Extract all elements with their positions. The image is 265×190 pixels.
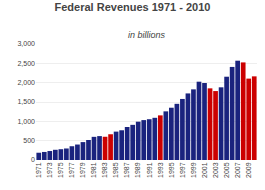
- svg-text:1983: 1983: [101, 162, 108, 178]
- svg-text:1975: 1975: [57, 162, 64, 178]
- svg-text:1995: 1995: [168, 162, 175, 178]
- svg-text:1987: 1987: [123, 162, 130, 178]
- svg-text:1973: 1973: [46, 162, 53, 178]
- svg-text:1979: 1979: [79, 162, 86, 178]
- svg-text:1977: 1977: [68, 162, 75, 178]
- svg-text:2009: 2009: [245, 162, 252, 178]
- svg-text:Federal Revenues 1971 - 2010: Federal Revenues 1971 - 2010: [55, 1, 211, 13]
- svg-text:1,500: 1,500: [17, 98, 35, 105]
- svg-text:1997: 1997: [179, 162, 186, 178]
- svg-text:1993: 1993: [157, 162, 164, 178]
- svg-text:1991: 1991: [146, 162, 153, 178]
- svg-text:in billions: in billions: [128, 30, 166, 40]
- svg-text:500: 500: [23, 137, 35, 144]
- svg-text:1989: 1989: [134, 162, 141, 178]
- svg-text:1981: 1981: [90, 162, 97, 178]
- svg-text:1971: 1971: [35, 162, 42, 178]
- svg-text:1,000: 1,000: [17, 118, 35, 125]
- svg-text:0: 0: [31, 156, 35, 163]
- svg-text:1999: 1999: [190, 162, 197, 178]
- svg-text:2003: 2003: [212, 162, 219, 178]
- svg-text:2,500: 2,500: [17, 60, 35, 67]
- svg-text:1985: 1985: [112, 162, 119, 178]
- svg-text:2,000: 2,000: [17, 79, 35, 86]
- svg-text:2007: 2007: [234, 162, 241, 178]
- svg-text:2005: 2005: [223, 162, 230, 178]
- svg-text:2001: 2001: [201, 162, 208, 178]
- svg-text:3,000: 3,000: [17, 40, 35, 47]
